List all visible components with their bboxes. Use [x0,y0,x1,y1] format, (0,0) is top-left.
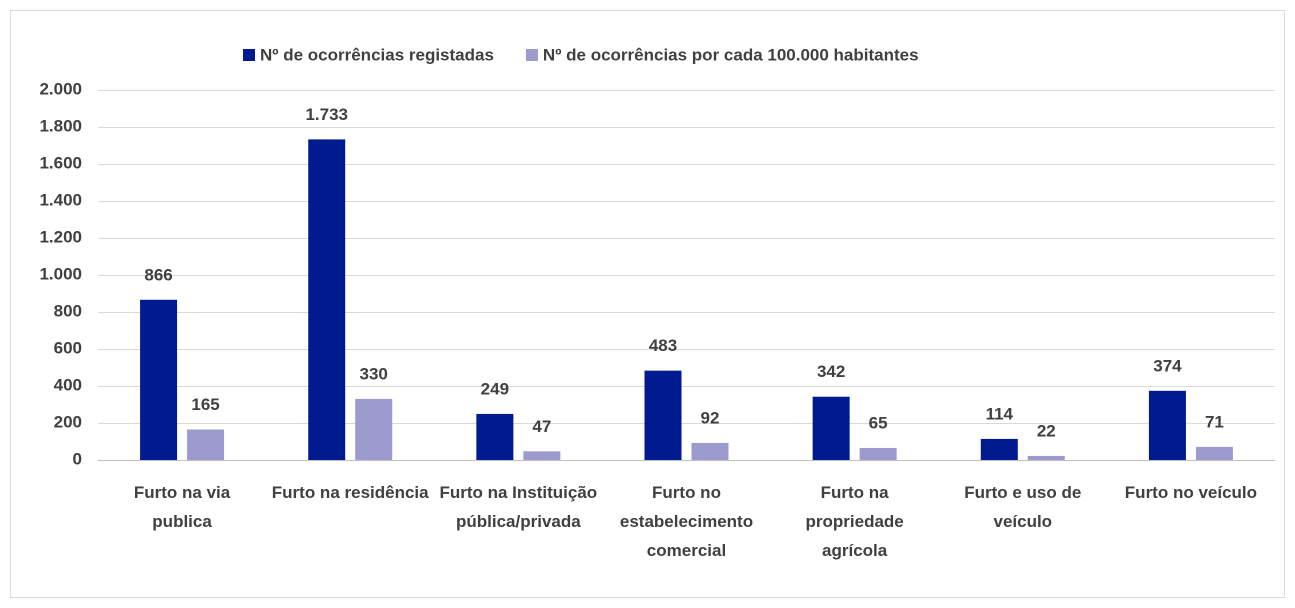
legend-swatch [525,49,538,61]
data-label: 92 [701,408,720,427]
bar [187,429,225,460]
x-tick-label: Furto na residência [271,483,429,502]
y-tick-label: 1.600 [39,153,82,172]
data-label: 114 [986,404,1014,423]
bar [1027,455,1065,460]
y-tick-label: 0 [73,449,82,468]
x-tick-label: Furto na Instituição pública/privada [439,483,598,531]
bar [812,396,850,460]
chart-border [10,10,1285,598]
data-label: 71 [1205,412,1224,431]
y-tick-label: 800 [54,301,82,320]
data-label: 866 [144,265,172,284]
data-label: 1.733 [305,105,348,124]
y-tick-label: 400 [54,375,82,394]
bar [308,139,346,460]
data-label: 342 [817,362,845,381]
bar [476,413,514,460]
data-label: 249 [481,379,509,398]
bar [1148,390,1186,460]
data-label: 47 [532,417,551,436]
y-tick-label: 600 [54,338,82,357]
legend-swatch [243,49,255,61]
legend-label: Nº de ocorrências registadas [260,45,494,64]
x-tick-label: Furto no veículo [1124,483,1258,502]
bar [980,438,1018,460]
bar [691,442,729,460]
bar [859,447,897,460]
bar [523,451,561,460]
y-tick-label: 1.400 [39,190,82,209]
y-tick-label: 1.800 [39,116,82,135]
bar [355,398,393,460]
data-label: 374 [1153,356,1182,375]
data-label: 483 [649,336,677,355]
bar [644,370,682,460]
y-tick-label: 1.000 [39,264,82,283]
y-tick-label: 1.200 [39,227,82,246]
legend-label: Nº de ocorrências por cada 100.000 habit… [543,45,919,64]
x-tick-label: Furto e uso de veículo [964,483,1082,531]
y-tick-label: 2.000 [39,79,82,98]
x-tick-label: Furto na via publica [133,483,231,531]
data-label: 165 [191,395,219,414]
x-tick-label: Furto na propriedade agrícola [805,483,904,560]
x-tick-label: Furto no estabelecimento comercial [619,483,754,560]
data-label: 330 [360,364,388,383]
bar [1195,446,1233,460]
bar [140,299,178,460]
data-label: 65 [869,413,888,432]
data-label: 22 [1037,421,1056,440]
y-tick-label: 200 [54,412,82,431]
